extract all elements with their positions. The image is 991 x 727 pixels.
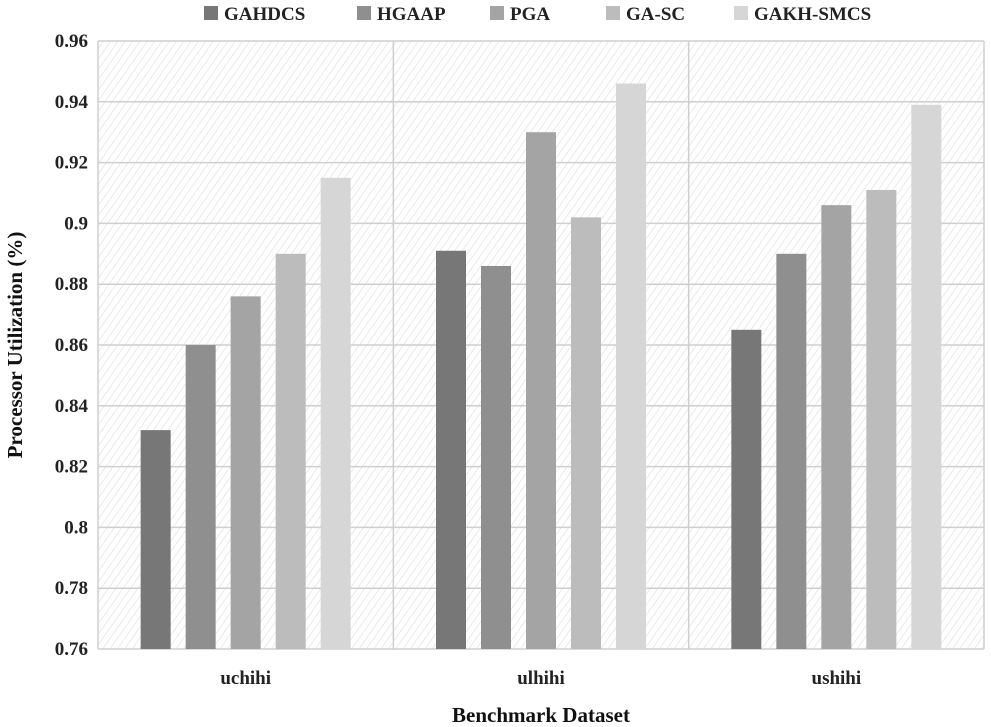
x-tick-label: ushihi xyxy=(812,668,862,689)
y-tick-label: 0.84 xyxy=(55,396,89,417)
x-axis-categories: uchihi ulhihi ushihi xyxy=(220,668,861,689)
y-tick-label: 0.78 xyxy=(55,578,88,599)
y-tick-label: 0.9 xyxy=(64,213,88,234)
bar-gakh-smcs-ulhihi xyxy=(616,83,646,649)
legend-label: GAHDCS xyxy=(224,4,305,25)
legend-swatch xyxy=(490,6,504,20)
bar-hgaap-ushihi xyxy=(776,253,807,650)
x-tick-label: ulhihi xyxy=(517,668,565,689)
bar-pga-uchihi xyxy=(230,296,261,649)
y-tick-label: 0.94 xyxy=(55,92,89,113)
y-tick-label: 0.82 xyxy=(55,457,88,478)
y-tick-label: 0.76 xyxy=(55,639,88,660)
x-tick-label: uchihi xyxy=(220,668,271,689)
legend-swatch xyxy=(357,6,371,20)
bar-gahdcs-ushihi xyxy=(731,329,762,649)
bar-ga-sc-ushihi xyxy=(866,189,897,649)
legend-label: PGA xyxy=(510,4,550,25)
legend: GAHDCS HGAAP PGA GA-SC GAKH-SMCS xyxy=(204,4,871,25)
y-tick-label: 0.8 xyxy=(64,517,88,538)
bar-hgaap-uchihi xyxy=(185,345,216,649)
legend-label: GAKH-SMCS xyxy=(754,4,871,25)
bar-gakh-smcs-ushihi xyxy=(911,104,942,650)
y-tick-label: 0.88 xyxy=(55,274,88,295)
legend-label: HGAAP xyxy=(377,4,446,25)
legend-swatch xyxy=(734,6,748,20)
y-tick-label: 0.86 xyxy=(55,335,88,356)
bar-pga-ulhihi xyxy=(526,132,556,649)
y-tick-label: 0.92 xyxy=(55,153,88,174)
bars xyxy=(140,83,942,650)
bar-gahdcs-uchihi xyxy=(140,430,171,649)
bar-ga-sc-ulhihi xyxy=(571,217,601,649)
legend-label: GA-SC xyxy=(626,4,685,25)
y-axis-ticks: 0.76 0.78 0.8 0.82 0.84 0.86 0.88 0.9 0.92 0.94 0.… xyxy=(55,31,89,660)
bar-pga-ushihi xyxy=(821,205,852,649)
y-tick-label: 0.96 xyxy=(55,31,88,52)
bar-ga-sc-uchihi xyxy=(275,253,306,650)
category-dividers xyxy=(97,41,985,649)
legend-swatch xyxy=(204,6,218,20)
legend-swatch xyxy=(606,6,620,20)
bar-gakh-smcs-uchihi xyxy=(320,177,351,650)
bar-gahdcs-ulhihi xyxy=(436,250,466,649)
bar-hgaap-ulhihi xyxy=(481,265,511,649)
y-axis-title: Processor Utilization (%) xyxy=(3,232,27,459)
x-axis-title: Benchmark Dataset xyxy=(452,703,630,727)
